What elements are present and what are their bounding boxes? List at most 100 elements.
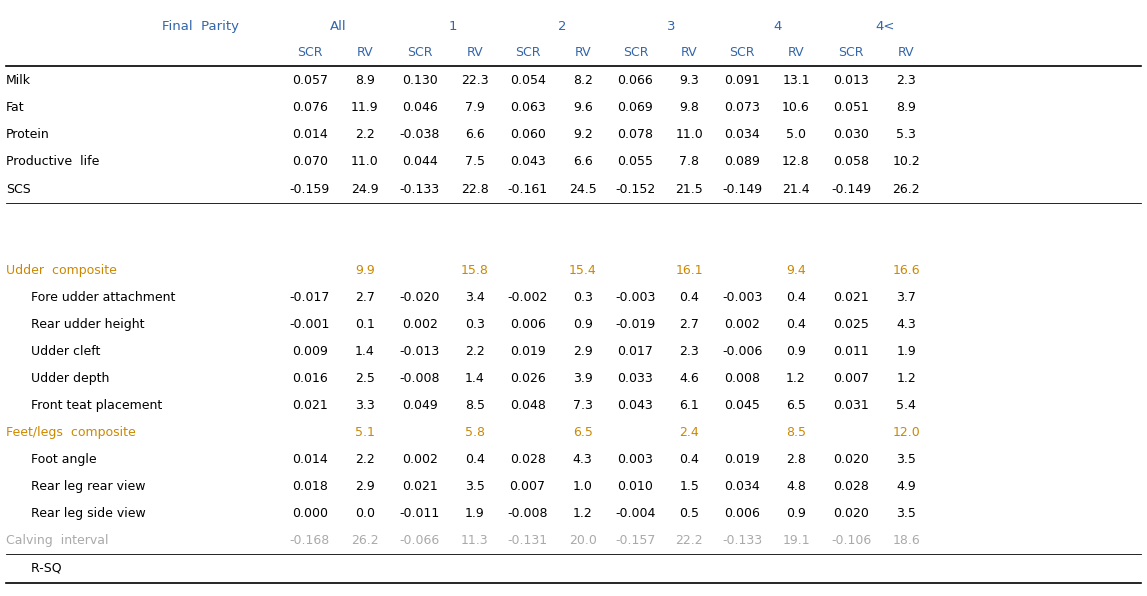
Text: 0.051: 0.051 [833, 101, 869, 114]
Text: Calving  interval: Calving interval [6, 534, 108, 547]
Text: 4.8: 4.8 [786, 480, 806, 493]
Text: 6.5: 6.5 [786, 399, 806, 412]
Text: 3.4: 3.4 [465, 291, 485, 304]
Text: 0.034: 0.034 [724, 480, 760, 493]
Text: 0.9: 0.9 [786, 507, 806, 520]
Text: Final  Parity: Final Parity [162, 20, 240, 33]
Text: 0.4: 0.4 [786, 291, 806, 304]
Text: 2.8: 2.8 [786, 453, 806, 466]
Text: 0.002: 0.002 [401, 453, 438, 466]
Text: 0.002: 0.002 [401, 318, 438, 331]
Text: -0.013: -0.013 [399, 344, 440, 358]
Text: -0.017: -0.017 [289, 291, 330, 304]
Text: 0.046: 0.046 [401, 101, 438, 114]
Text: 0.017: 0.017 [617, 344, 654, 358]
Text: -0.133: -0.133 [723, 534, 762, 547]
Text: -0.106: -0.106 [830, 534, 872, 547]
Text: 1.2: 1.2 [896, 372, 916, 385]
Text: 2: 2 [557, 20, 567, 33]
Text: 13.1: 13.1 [782, 74, 810, 88]
Text: 1.9: 1.9 [896, 344, 916, 358]
Text: 3: 3 [666, 20, 676, 33]
Text: 15.8: 15.8 [461, 263, 489, 277]
Text: 0.058: 0.058 [833, 156, 869, 169]
Text: -0.004: -0.004 [615, 507, 656, 520]
Text: 0.016: 0.016 [291, 372, 328, 385]
Text: 4.3: 4.3 [572, 453, 593, 466]
Text: 12.8: 12.8 [782, 156, 810, 169]
Text: 8.9: 8.9 [896, 101, 916, 114]
Text: 0.130: 0.130 [401, 74, 438, 88]
Text: 0.9: 0.9 [572, 318, 593, 331]
Text: 0.025: 0.025 [833, 318, 869, 331]
Text: RV: RV [575, 46, 591, 59]
Text: Protein: Protein [6, 129, 49, 141]
Text: -0.011: -0.011 [399, 507, 440, 520]
Text: 0.010: 0.010 [617, 480, 654, 493]
Text: 2.2: 2.2 [354, 129, 375, 141]
Text: 5.1: 5.1 [354, 426, 375, 439]
Text: 0.1: 0.1 [354, 318, 375, 331]
Text: -0.168: -0.168 [289, 534, 330, 547]
Text: RV: RV [898, 46, 914, 59]
Text: Rear leg rear view: Rear leg rear view [23, 480, 146, 493]
Text: RV: RV [681, 46, 697, 59]
Text: -0.020: -0.020 [399, 291, 440, 304]
Text: 0.048: 0.048 [509, 399, 546, 412]
Text: SCR: SCR [729, 46, 755, 59]
Text: 2.2: 2.2 [465, 344, 485, 358]
Text: 2.3: 2.3 [896, 74, 916, 88]
Text: 4: 4 [773, 20, 782, 33]
Text: All: All [330, 20, 346, 33]
Text: 1.0: 1.0 [572, 480, 593, 493]
Text: 0.063: 0.063 [509, 101, 546, 114]
Text: SCR: SCR [297, 46, 322, 59]
Text: -0.159: -0.159 [289, 182, 330, 195]
Text: RV: RV [357, 46, 373, 59]
Text: 0.089: 0.089 [724, 156, 760, 169]
Text: RV: RV [788, 46, 804, 59]
Text: 0.078: 0.078 [617, 129, 654, 141]
Text: 21.5: 21.5 [676, 182, 703, 195]
Text: 1.2: 1.2 [572, 507, 593, 520]
Text: 0.9: 0.9 [786, 344, 806, 358]
Text: 8.5: 8.5 [465, 399, 485, 412]
Text: 0.019: 0.019 [724, 453, 760, 466]
Text: 0.020: 0.020 [833, 507, 869, 520]
Text: 3.3: 3.3 [354, 399, 375, 412]
Text: 9.4: 9.4 [786, 263, 806, 277]
Text: Fat: Fat [6, 101, 24, 114]
Text: Foot angle: Foot angle [23, 453, 96, 466]
Text: 0.4: 0.4 [786, 318, 806, 331]
Text: 0.002: 0.002 [724, 318, 760, 331]
Text: 0.014: 0.014 [291, 129, 328, 141]
Text: 9.9: 9.9 [354, 263, 375, 277]
Text: 5.4: 5.4 [896, 399, 916, 412]
Text: 5.0: 5.0 [786, 129, 806, 141]
Text: 0.019: 0.019 [509, 344, 546, 358]
Text: 0.4: 0.4 [679, 291, 700, 304]
Text: 21.4: 21.4 [782, 182, 810, 195]
Text: 0.0: 0.0 [354, 507, 375, 520]
Text: 0.045: 0.045 [724, 399, 760, 412]
Text: 0.4: 0.4 [465, 453, 485, 466]
Text: 0.034: 0.034 [724, 129, 760, 141]
Text: 16.6: 16.6 [892, 263, 920, 277]
Text: 9.6: 9.6 [572, 101, 593, 114]
Text: 0.054: 0.054 [509, 74, 546, 88]
Text: 15.4: 15.4 [569, 263, 596, 277]
Text: 4.6: 4.6 [679, 372, 700, 385]
Text: 4.3: 4.3 [896, 318, 916, 331]
Text: 0.006: 0.006 [509, 318, 546, 331]
Text: 1.5: 1.5 [679, 480, 700, 493]
Text: -0.152: -0.152 [615, 182, 656, 195]
Text: 1.4: 1.4 [465, 372, 485, 385]
Text: Productive  life: Productive life [6, 156, 99, 169]
Text: 2.7: 2.7 [354, 291, 375, 304]
Text: -0.131: -0.131 [508, 534, 547, 547]
Text: -0.006: -0.006 [721, 344, 763, 358]
Text: SCR: SCR [838, 46, 864, 59]
Text: 0.070: 0.070 [291, 156, 328, 169]
Text: 26.2: 26.2 [892, 182, 920, 195]
Text: 0.091: 0.091 [724, 74, 760, 88]
